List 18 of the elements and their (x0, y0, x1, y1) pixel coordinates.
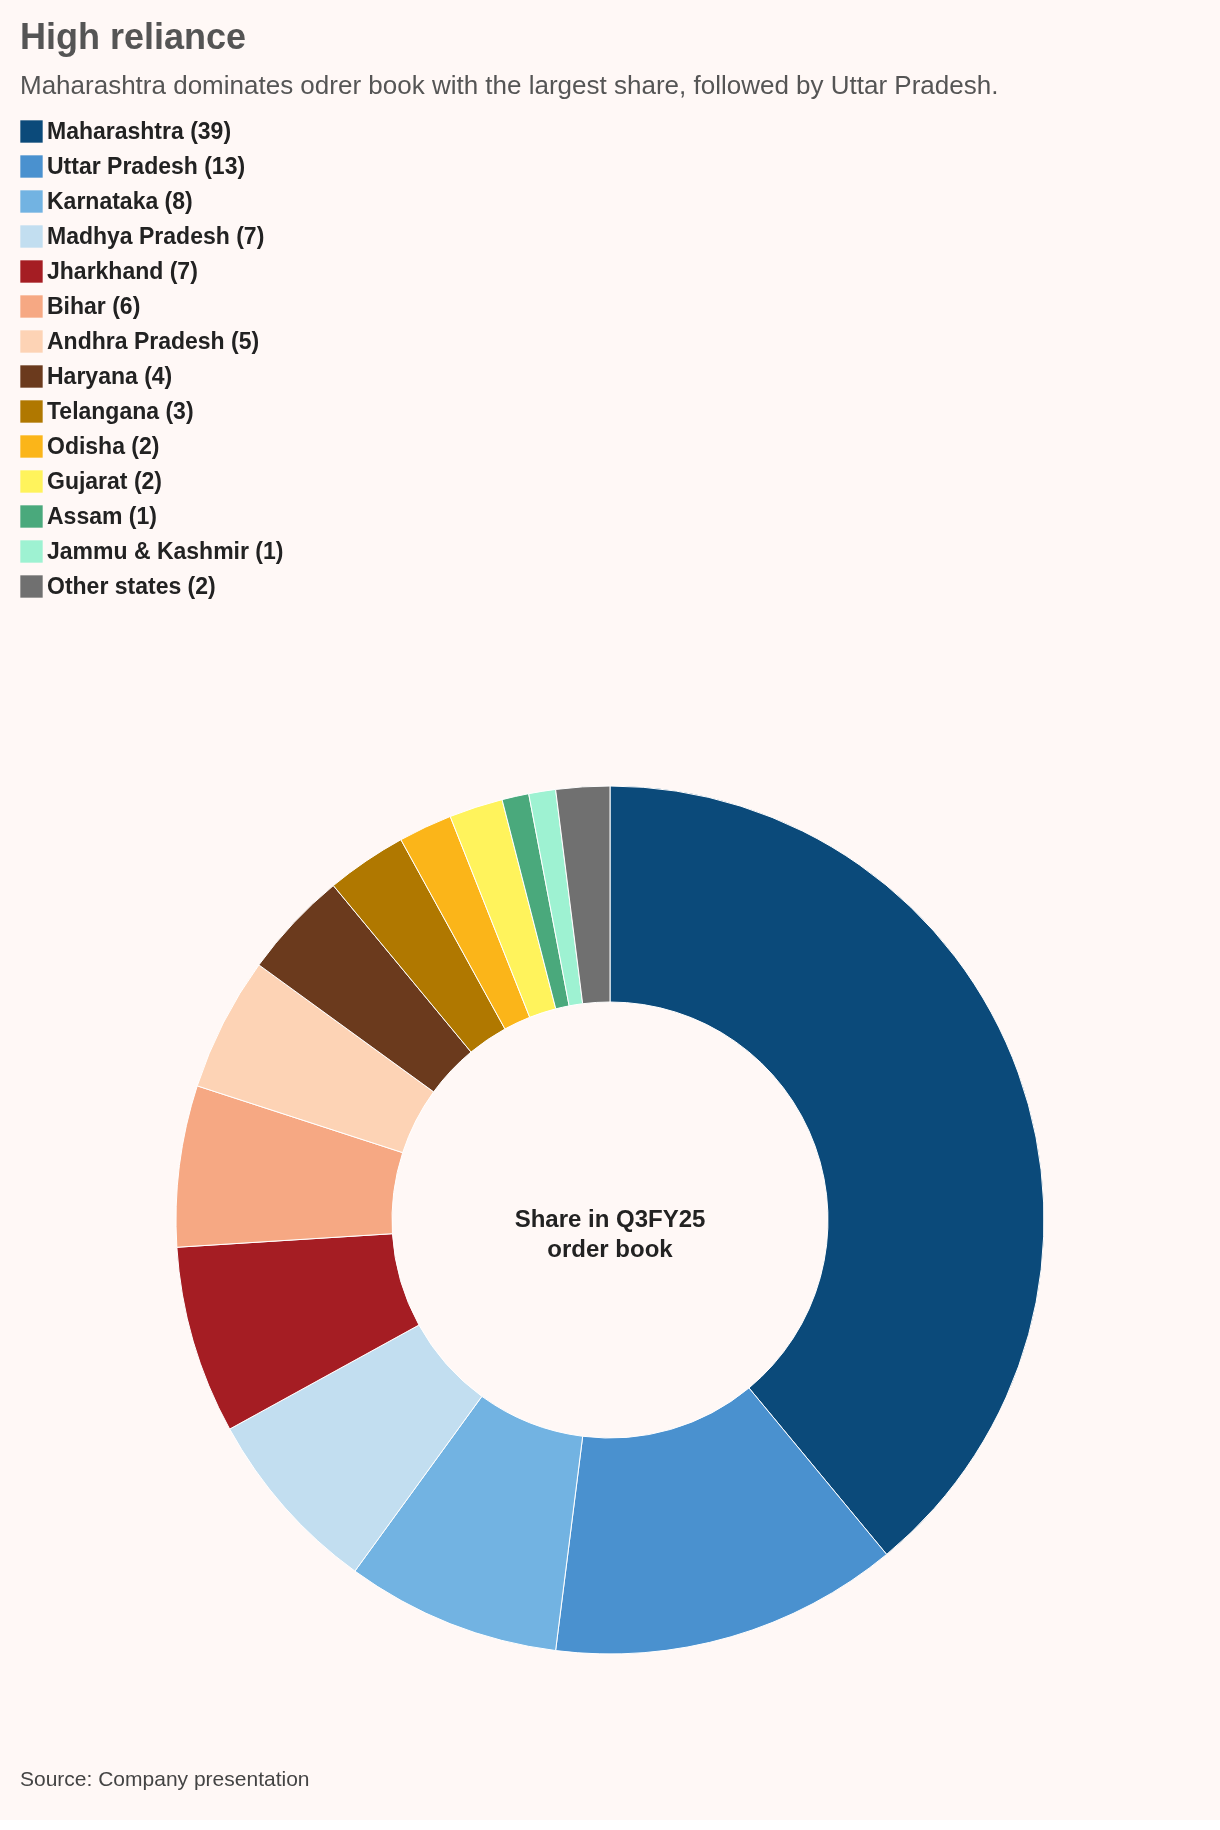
legend-label: Jharkhand (7) (47, 257, 198, 284)
legend-label: Odisha (2) (47, 432, 160, 459)
legend-label: Assam (1) (47, 502, 157, 529)
legend-label: Jammu & Kashmir (1) (47, 537, 284, 564)
legend-label: Gujarat (2) (47, 467, 163, 494)
legend-label: Haryana (4) (47, 362, 173, 389)
text: Share in Q3FY25 order book (514, 1205, 706, 1262)
legend-label: Andhra Pradesh (5) (47, 327, 260, 354)
chart-title: High reliance (20, 16, 247, 57)
legend-label: Madhya Pradesh (7) (47, 222, 265, 249)
legend-label: Uttar Pradesh (13) (47, 152, 246, 179)
legend-label: Maharashtra (39) (47, 117, 232, 144)
source-note: Source: Company presentation (20, 1767, 310, 1790)
legend-label: Karnataka (8) (47, 187, 193, 214)
legend-label: Telangana (3) (47, 397, 194, 424)
legend-label: Other states (2) (47, 572, 216, 599)
legend-label: Bihar (6) (47, 292, 141, 319)
chart-subtitle: Maharashtra dominates odrer book with the largest share, followed by Uttar Pradesh. (20, 70, 999, 100)
